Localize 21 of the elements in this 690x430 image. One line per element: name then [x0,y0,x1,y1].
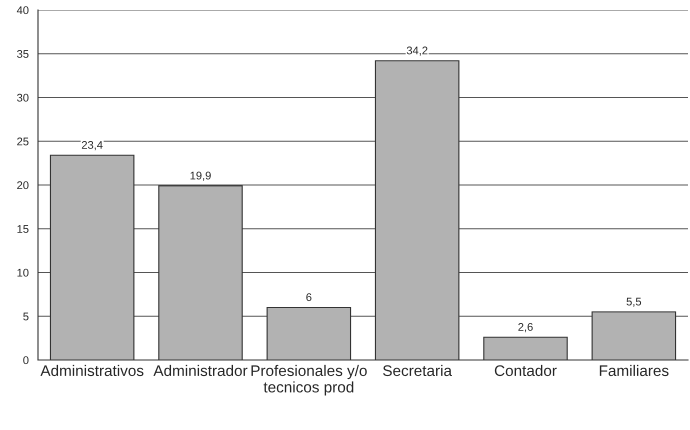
data-label: 2,6 [518,323,533,332]
y-tick-label: 40 [16,6,29,14]
y-tick-label: 10 [17,268,29,277]
x-tick-label: Administrador [153,364,248,376]
y-tick-label: 30 [17,94,29,102]
y-tick-label: 15 [17,225,29,233]
y-tick-label: 25 [17,138,29,146]
data-label: 5,5 [626,298,642,307]
data-label: 23,4 [82,141,103,150]
y-tick-label: 5 [23,312,29,320]
x-tick-label: Administrativos [40,364,144,376]
y-tick-label: 20 [17,181,29,190]
x-tick-label: Secretaria [383,364,452,376]
data-label: 19,9 [190,172,211,181]
x-tick-label: Familiares [600,364,669,376]
y-tick-label: 35 [17,50,29,58]
y-tick-label: 0 [23,356,29,364]
data-label: 34,2 [406,46,428,56]
data-label: 6 [306,293,312,302]
x-tick-label: Contador [494,364,557,376]
x-tick-label: Profesionales y/o tecnicos prod [251,364,367,396]
